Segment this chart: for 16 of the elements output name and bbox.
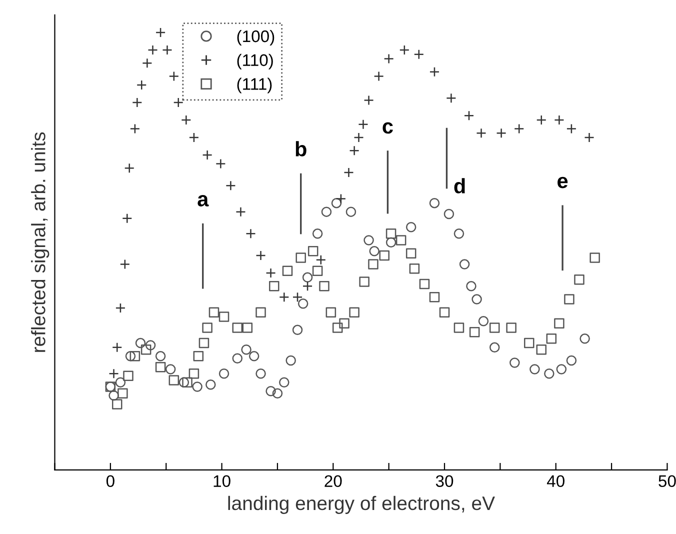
x-tick-label: 0	[106, 475, 114, 488]
ref-line-label: c	[382, 122, 393, 134]
x-tick-label: 10	[214, 475, 230, 488]
legend-label: (110)	[237, 54, 273, 70]
ref-line-label: e	[558, 176, 568, 188]
ref-line-label: b	[296, 141, 306, 156]
x-axis-title: landing energy of electrons, eV	[228, 496, 495, 514]
x-tick-label: 20	[324, 475, 342, 488]
x-tick-label: 50	[658, 475, 676, 488]
x-tick-label: 40	[546, 475, 564, 488]
ref-line-label: d	[454, 178, 465, 194]
x-tick-label: 30	[436, 475, 454, 488]
legend-label: (100)	[237, 30, 274, 46]
ref-line-label: a	[198, 195, 209, 206]
y-axis-title: reflected signal, arb. units	[31, 132, 50, 352]
legend-label: (111)	[237, 78, 272, 94]
